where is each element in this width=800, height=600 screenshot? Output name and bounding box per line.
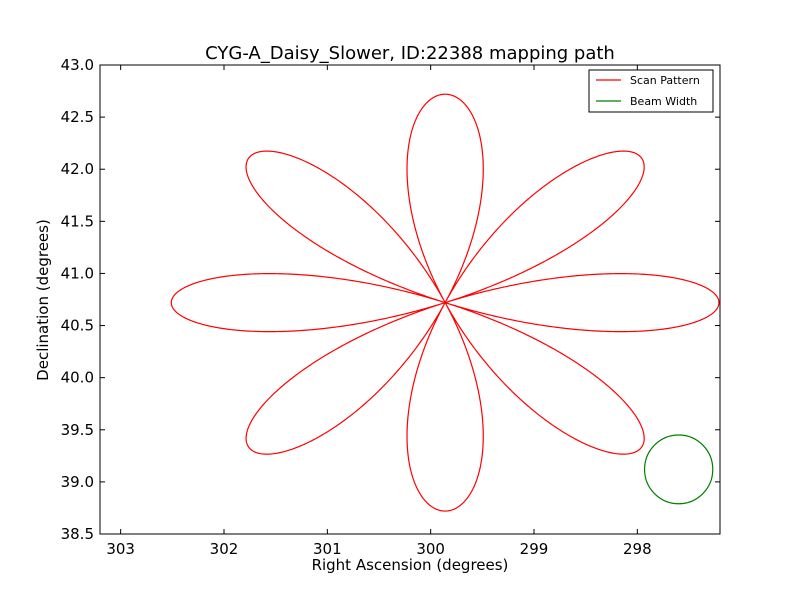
- y-tick-label: 42.0: [61, 160, 94, 178]
- x-tick-label: 301: [313, 540, 342, 558]
- y-tick-label: 38.5: [61, 525, 94, 543]
- axes-frame: [99, 64, 721, 535]
- legend: Scan Pattern Beam Width: [588, 69, 714, 113]
- y-tick-label: 39.0: [61, 473, 94, 491]
- beam-width-circle: [643, 434, 714, 505]
- x-tick-label: 300: [416, 540, 445, 558]
- legend-label-scan-pattern: Scan Pattern: [630, 74, 700, 87]
- scan-pattern-path: [170, 93, 720, 512]
- y-tick-label: 42.5: [61, 108, 94, 126]
- chart-title: CYG-A_Daisy_Slower, ID:22388 mapping pat…: [205, 43, 615, 64]
- y-tick-label: 40.5: [61, 317, 94, 335]
- plot-area: 303 302 301 300 299 298 38.5 39.0 39.5 40.0 40.5 41…: [61, 56, 721, 558]
- legend-label-beam-width: Beam Width: [630, 95, 697, 108]
- tick-layer: 303 302 301 300 299 298 38.5 39.0 39.5 40.0 40.5 41…: [61, 56, 720, 558]
- y-tick-label: 39.5: [61, 421, 94, 439]
- x-tick-label: 299: [520, 540, 549, 558]
- x-tick-label: 303: [106, 540, 135, 558]
- y-tick-label: 41.0: [61, 264, 94, 282]
- y-tick-label: 43.0: [61, 56, 94, 74]
- x-axis-label: Right Ascension (degrees): [312, 556, 509, 574]
- series-layer: [170, 93, 720, 512]
- x-tick-label: 298: [623, 540, 652, 558]
- x-tick-label: 302: [210, 540, 239, 558]
- legend-box: [588, 69, 714, 113]
- y-tick-label: 40.0: [61, 369, 94, 387]
- y-tick-label: 41.5: [61, 212, 94, 230]
- y-axis-label: Declination (degrees): [34, 219, 52, 381]
